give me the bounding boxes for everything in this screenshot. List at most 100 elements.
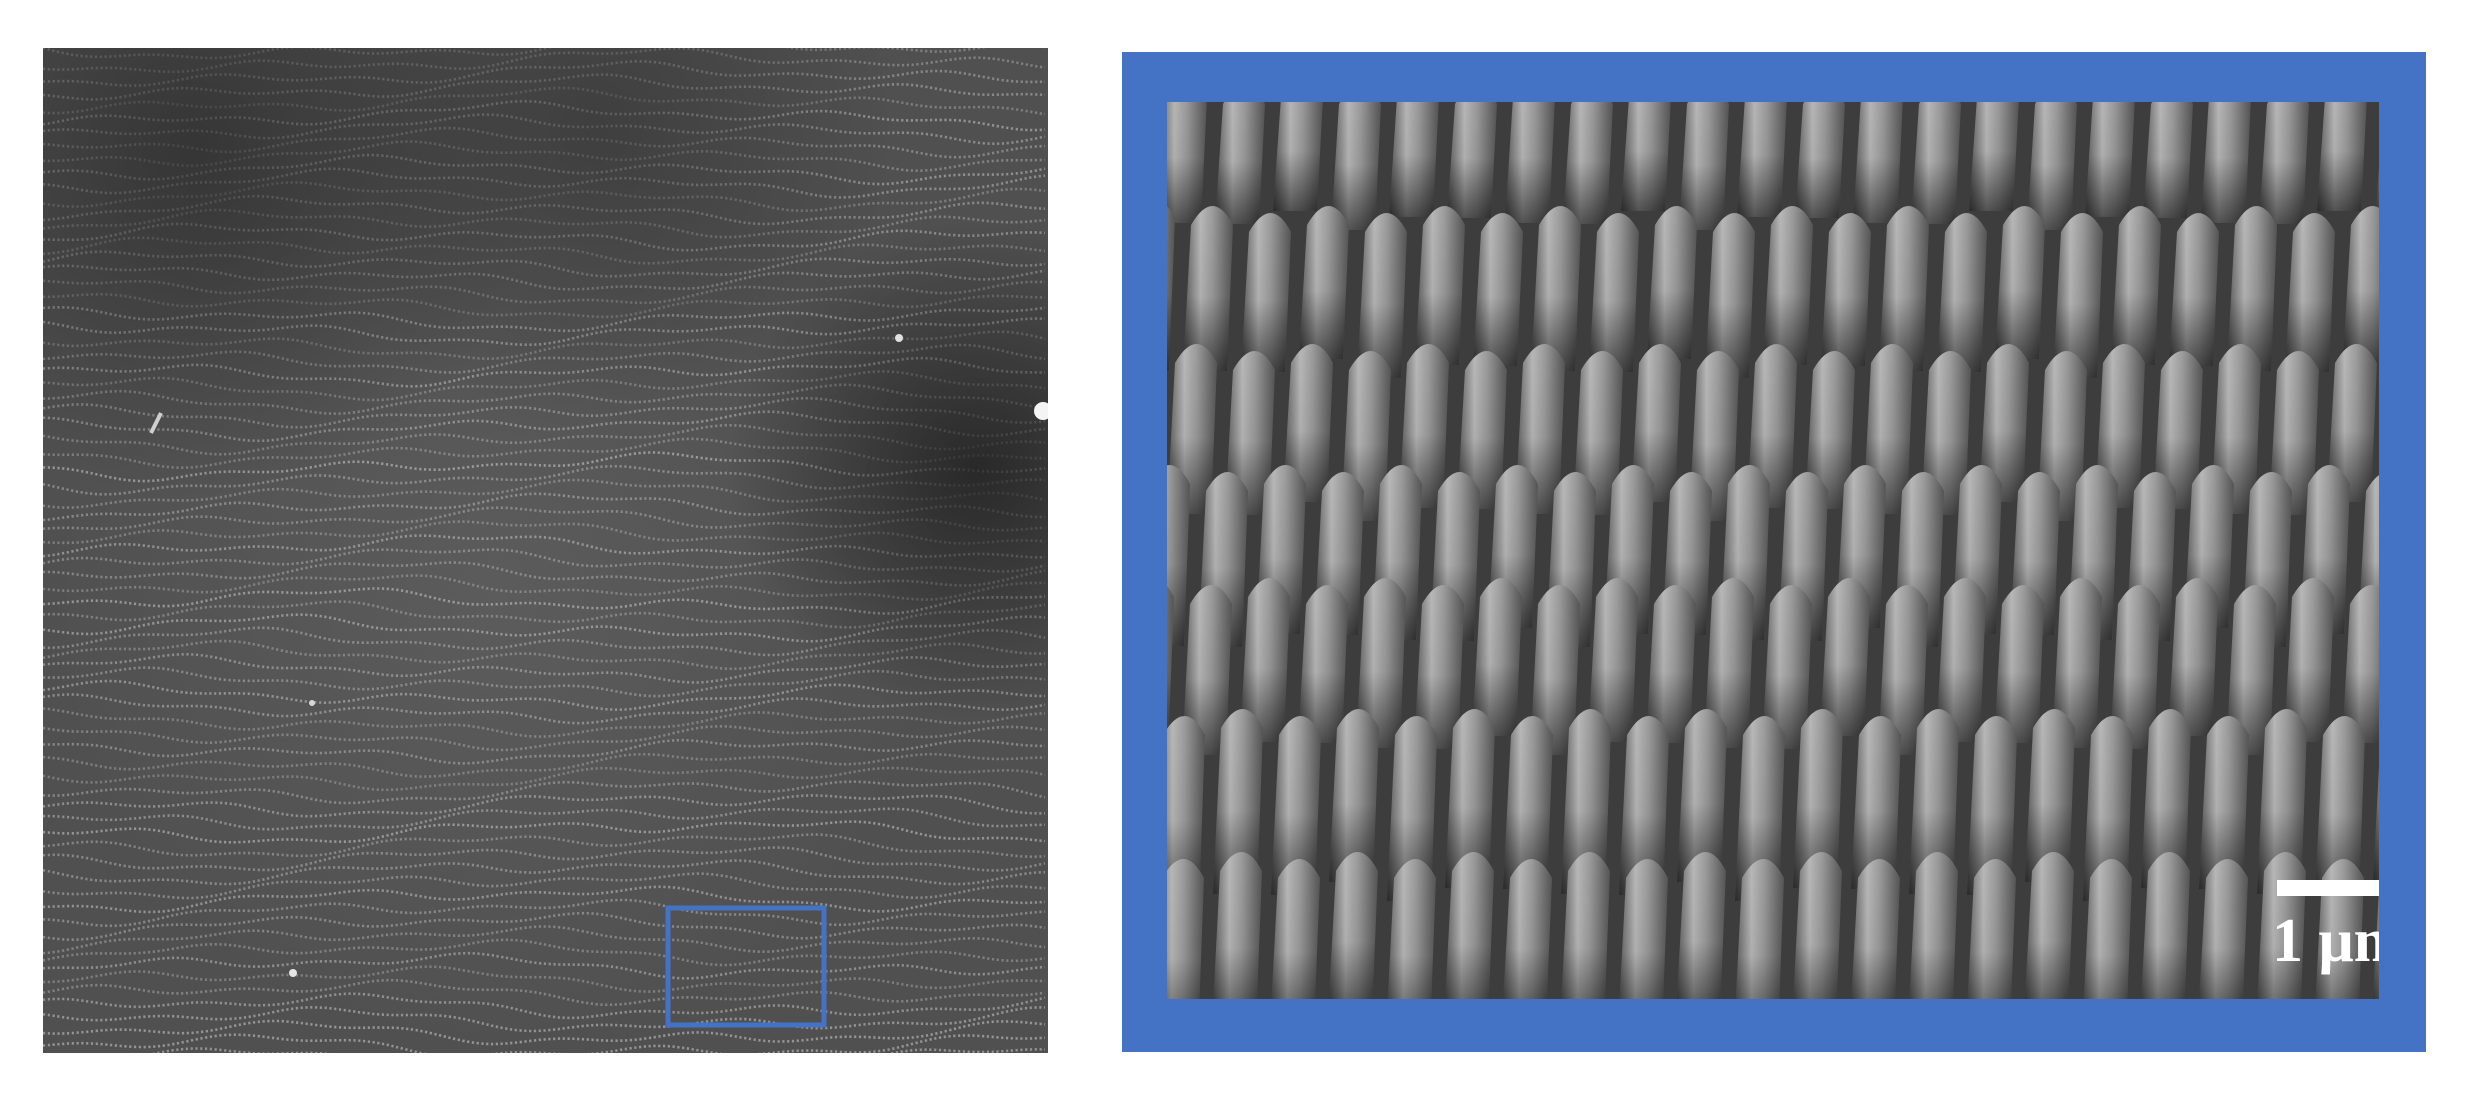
nanopillar — [1735, 859, 1784, 999]
nanopillar — [1167, 586, 1174, 754]
debris-speck — [149, 412, 163, 434]
nanopillar — [1457, 351, 1507, 509]
nanopillar — [1389, 102, 1439, 217]
nanopillar — [1298, 585, 1348, 743]
nanopillar — [1472, 578, 1522, 736]
nanopillar — [1878, 585, 1928, 755]
nanopillar — [1851, 716, 1901, 889]
nanopillar — [1183, 206, 1233, 371]
nanopillar — [2143, 102, 2193, 218]
nanopillar — [1329, 709, 1379, 882]
nanopillar — [1821, 213, 1871, 366]
nanopillar — [1213, 709, 1263, 894]
nanopillar — [1911, 102, 1961, 224]
nanopillar — [1387, 859, 1436, 999]
nanopillar — [1531, 206, 1581, 371]
nanopillar — [2141, 709, 2191, 888]
nanopillar — [1979, 344, 2029, 502]
nanopillar — [1561, 852, 1610, 999]
nanopillar — [1705, 213, 1755, 378]
nanopillar — [2343, 206, 2379, 359]
nanopillar — [2226, 585, 2276, 755]
nanopillar — [2269, 351, 2319, 515]
nanopillar — [1704, 578, 1754, 748]
nanopillar — [1445, 852, 1494, 999]
nanopillar — [1215, 102, 1265, 224]
nanopillar — [1503, 859, 1552, 999]
nanopillar — [2110, 585, 2160, 749]
nanopillar — [1909, 852, 1958, 999]
nanopillar — [1679, 102, 1729, 230]
nanopillar — [2111, 206, 2161, 365]
nanopillar — [2053, 213, 2103, 378]
nanopillar — [2327, 344, 2377, 502]
nanopillar — [2315, 716, 2365, 895]
nanopillar — [1676, 852, 1726, 999]
nanopillar — [1805, 351, 1855, 509]
nanopillar — [1271, 859, 1320, 999]
nanopillar — [1563, 102, 1613, 224]
sem-zoom-image: 1 μm — [1167, 102, 2379, 999]
nanopillar — [1995, 206, 2045, 359]
nanopillar — [1936, 578, 1986, 742]
nanopillar — [2083, 859, 2132, 999]
nanopillar — [1747, 344, 1797, 508]
nanopillar — [1299, 206, 1349, 359]
nanopillar — [2095, 344, 2145, 508]
nanopillar — [2199, 716, 2249, 889]
nanopillar — [2201, 102, 2251, 223]
nanopillar — [1909, 709, 1959, 894]
nanopillar — [1762, 585, 1812, 749]
nanopillar — [1588, 578, 1638, 742]
nanopillar — [1631, 344, 1681, 502]
nanopillar — [2342, 585, 2379, 743]
debris-speck — [895, 334, 903, 342]
nanopillar — [1445, 709, 1495, 888]
nanopillar — [1505, 102, 1555, 223]
nanopillar — [1530, 585, 1580, 755]
nanopillar — [1328, 852, 1378, 999]
nanopillar — [1473, 213, 1523, 366]
nanopillar — [1167, 859, 1204, 999]
nanopillar — [1331, 102, 1381, 230]
nanopillar — [2284, 578, 2334, 742]
nanopillar — [1447, 102, 1497, 218]
nanopillar — [1851, 859, 1900, 999]
nanopillar — [2025, 709, 2075, 882]
nanopillar — [2083, 716, 2133, 901]
nanopillar — [2141, 852, 2190, 999]
nanopillar — [1795, 102, 1845, 218]
nanopillar — [1225, 351, 1275, 515]
nanopillar — [1967, 716, 2017, 895]
nanopillar — [2168, 578, 2218, 736]
nanopillar — [1182, 585, 1232, 755]
nanopillar — [1213, 852, 1262, 999]
scale-bar — [2277, 880, 2379, 896]
nanopillar — [2153, 351, 2203, 509]
nanopillar — [1763, 206, 1813, 365]
nanopillar — [1273, 102, 1323, 211]
nanopillar — [2199, 859, 2248, 999]
nanopillar — [1646, 585, 1696, 743]
nanopillar — [1967, 859, 2016, 999]
debris-speck — [289, 969, 297, 977]
zoom-region-box — [665, 905, 827, 1028]
nanopillar — [1621, 102, 1671, 211]
nanopillar — [2024, 852, 2074, 999]
nanopillar — [1240, 578, 1290, 742]
nanopillar — [1853, 102, 1903, 223]
nanopillar — [2227, 206, 2277, 371]
nanopillar — [1387, 716, 1437, 901]
nanopillar — [2085, 102, 2135, 217]
nanopillar — [1283, 344, 1333, 502]
nanopillar — [2257, 709, 2307, 894]
nanopillar — [1167, 206, 1175, 370]
nanopillar — [1167, 716, 1205, 907]
nanopillar — [1937, 213, 1987, 372]
nanopillar — [2373, 766, 2379, 882]
nanopillar — [2027, 102, 2077, 230]
nanopillar — [1561, 709, 1611, 894]
nanopillar — [1503, 716, 1553, 889]
nanopillar — [1647, 206, 1697, 359]
nanopillar — [1619, 859, 1668, 999]
